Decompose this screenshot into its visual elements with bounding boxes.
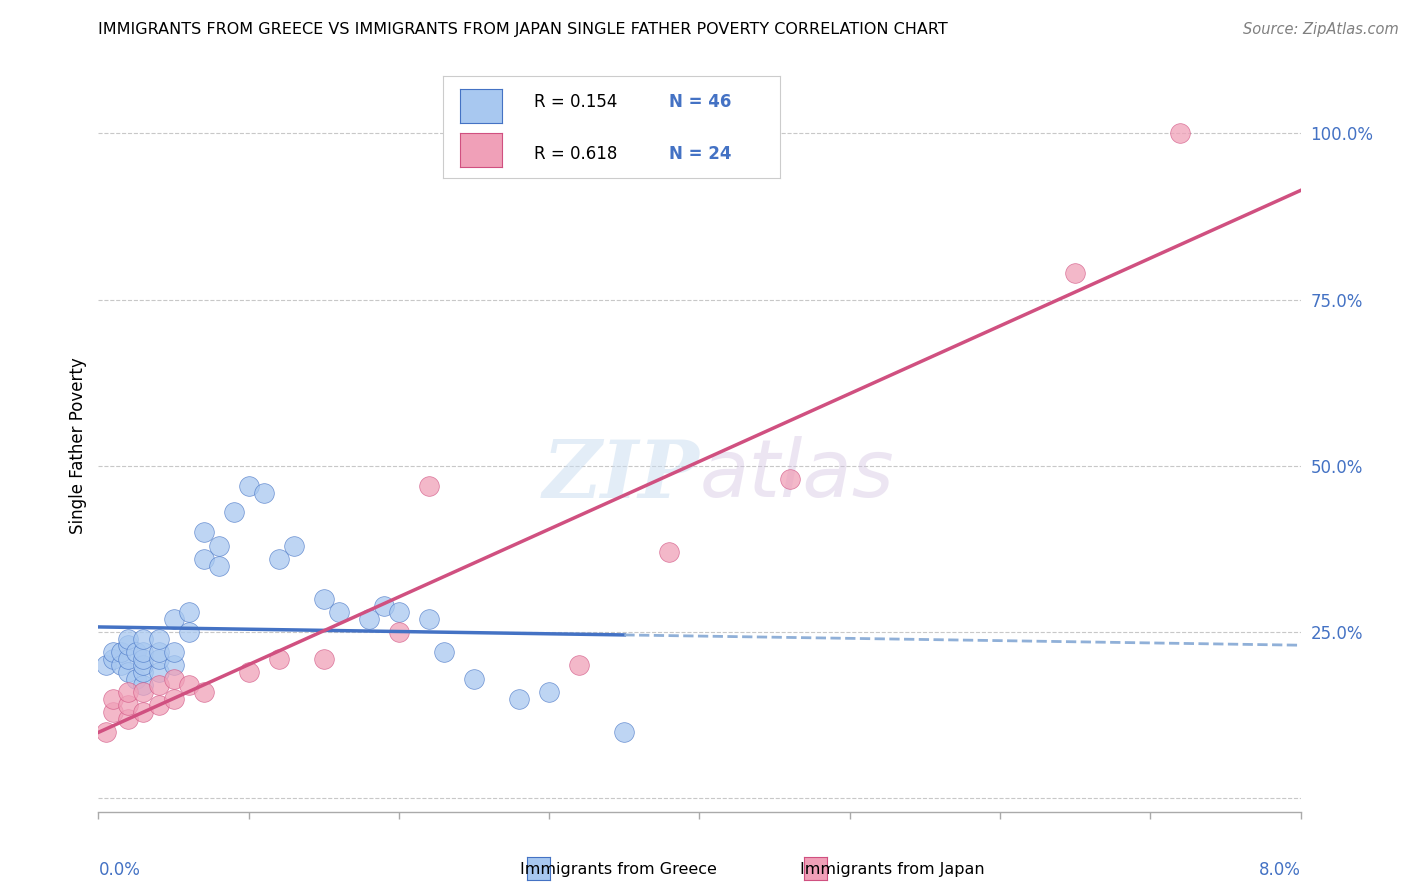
Point: [162, 672, 184, 686]
Point: [148, 665, 170, 679]
Point: [132, 665, 155, 679]
Point: [117, 698, 139, 713]
Point: [162, 691, 184, 706]
Text: R = 0.618: R = 0.618: [534, 145, 617, 162]
Point: [388, 625, 411, 640]
Point: [388, 605, 411, 619]
Point: [117, 665, 139, 679]
Text: R = 0.154: R = 0.154: [534, 94, 617, 112]
Point: [357, 612, 380, 626]
Point: [658, 545, 681, 559]
Point: [132, 705, 155, 719]
Text: N = 46: N = 46: [669, 94, 731, 112]
Point: [373, 599, 395, 613]
Point: [94, 658, 117, 673]
Point: [238, 479, 260, 493]
Point: [177, 678, 200, 692]
Point: [238, 665, 260, 679]
Point: [148, 645, 170, 659]
Text: N = 24: N = 24: [669, 145, 731, 162]
Point: [103, 652, 125, 666]
Point: [117, 712, 139, 726]
Point: [110, 658, 132, 673]
Point: [613, 725, 636, 739]
Text: Source: ZipAtlas.com: Source: ZipAtlas.com: [1243, 22, 1399, 37]
Text: ZIP: ZIP: [543, 436, 699, 514]
Point: [117, 632, 139, 646]
Text: 0.0%: 0.0%: [98, 861, 141, 879]
Point: [117, 639, 139, 653]
Point: [267, 552, 290, 566]
Point: [132, 652, 155, 666]
Point: [193, 525, 215, 540]
Point: [177, 625, 200, 640]
Point: [193, 685, 215, 699]
Point: [103, 705, 125, 719]
Text: 8.0%: 8.0%: [1258, 861, 1301, 879]
Point: [1168, 127, 1191, 141]
Point: [132, 685, 155, 699]
Point: [132, 678, 155, 692]
Point: [267, 652, 290, 666]
Point: [568, 658, 591, 673]
Y-axis label: Single Father Poverty: Single Father Poverty: [69, 358, 87, 534]
Point: [162, 658, 184, 673]
Point: [1064, 266, 1087, 280]
Point: [208, 539, 231, 553]
Point: [148, 652, 170, 666]
Text: Immigrants from Japan: Immigrants from Japan: [800, 863, 986, 877]
Point: [132, 658, 155, 673]
Point: [162, 645, 184, 659]
Point: [418, 479, 440, 493]
Point: [132, 632, 155, 646]
Point: [103, 691, 125, 706]
Point: [148, 698, 170, 713]
Point: [117, 652, 139, 666]
Point: [103, 645, 125, 659]
Point: [162, 612, 184, 626]
Point: [463, 672, 485, 686]
Point: [312, 591, 335, 606]
Point: [433, 645, 456, 659]
Point: [283, 539, 305, 553]
Point: [208, 558, 231, 573]
Point: [193, 552, 215, 566]
Point: [148, 632, 170, 646]
Point: [508, 691, 530, 706]
Point: [125, 672, 148, 686]
Point: [148, 678, 170, 692]
Point: [125, 645, 148, 659]
Point: [418, 612, 440, 626]
Point: [110, 645, 132, 659]
Point: [779, 472, 801, 486]
Point: [94, 725, 117, 739]
Text: Immigrants from Greece: Immigrants from Greece: [520, 863, 717, 877]
Point: [177, 605, 200, 619]
Point: [538, 685, 561, 699]
Point: [253, 485, 276, 500]
Text: atlas: atlas: [699, 436, 894, 515]
Text: IMMIGRANTS FROM GREECE VS IMMIGRANTS FROM JAPAN SINGLE FATHER POVERTY CORRELATIO: IMMIGRANTS FROM GREECE VS IMMIGRANTS FRO…: [98, 22, 948, 37]
Point: [222, 506, 245, 520]
Point: [328, 605, 350, 619]
Point: [117, 685, 139, 699]
Point: [312, 652, 335, 666]
Point: [132, 645, 155, 659]
